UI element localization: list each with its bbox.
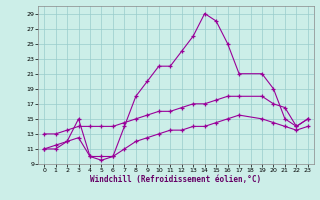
X-axis label: Windchill (Refroidissement éolien,°C): Windchill (Refroidissement éolien,°C)	[91, 175, 261, 184]
